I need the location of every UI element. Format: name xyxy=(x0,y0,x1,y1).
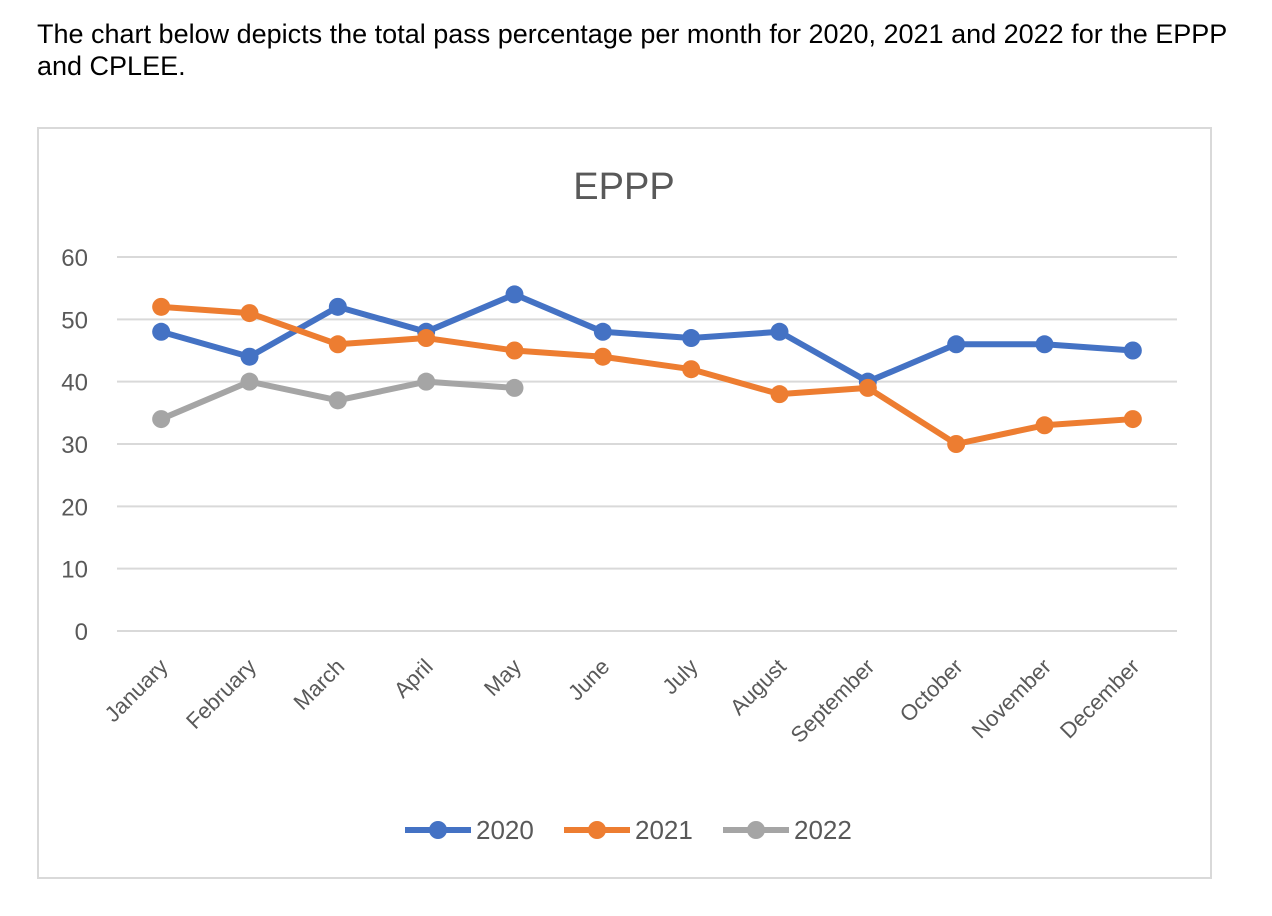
x-axis-ticks: January February March April May June July Augu… xyxy=(100,654,1145,748)
legend-label: 2021 xyxy=(635,815,693,845)
y-tick-label: 50 xyxy=(61,307,88,334)
chart-frame xyxy=(37,127,1212,879)
data-point-2021-november xyxy=(1035,416,1054,435)
x-tick-label: August xyxy=(725,654,791,720)
data-point-2020-june xyxy=(593,322,612,341)
series-2021 xyxy=(152,297,1142,453)
legend-item-2020: 2020 xyxy=(405,815,534,845)
data-point-2020-march xyxy=(328,297,347,316)
x-tick-label: November xyxy=(967,654,1056,743)
x-tick-label: October xyxy=(895,654,968,727)
y-tick-label: 40 xyxy=(61,370,88,397)
series-line-2020 xyxy=(160,291,1134,385)
data-point-2020-november xyxy=(1035,335,1054,354)
data-point-2020-july xyxy=(682,329,701,348)
data-point-2021-december xyxy=(1123,410,1142,429)
data-point-2021-september xyxy=(858,378,877,397)
legend-swatch-marker xyxy=(588,821,606,839)
legend-item-2022: 2022 xyxy=(723,815,852,845)
y-tick-label: 10 xyxy=(61,557,88,584)
legend: 2020 2021 2022 xyxy=(405,815,852,845)
data-point-2021-october xyxy=(947,435,966,453)
data-point-2021-january xyxy=(152,297,171,316)
data-point-2021-february xyxy=(240,304,259,323)
data-point-2020-may xyxy=(505,285,524,304)
x-tick-label: April xyxy=(389,654,438,703)
data-point-2022-february xyxy=(240,372,259,391)
y-axis-ticks: 0 10 20 30 40 50 60 xyxy=(61,245,88,646)
intro-paragraph: The chart below depicts the total pass p… xyxy=(37,19,1227,81)
x-tick-label: February xyxy=(181,654,261,734)
x-tick-label: September xyxy=(786,654,880,748)
data-point-2020-february xyxy=(240,347,259,366)
data-point-2021-june xyxy=(593,347,612,366)
x-tick-label: June xyxy=(563,654,614,705)
x-tick-label: December xyxy=(1055,654,1144,743)
data-point-2022-january xyxy=(152,410,171,429)
x-tick-label: May xyxy=(479,654,526,701)
x-tick-label: March xyxy=(288,654,349,715)
data-point-2021-august xyxy=(770,385,789,404)
series-2020 xyxy=(152,285,1142,391)
legend-swatch-marker xyxy=(429,821,447,839)
series-2022 xyxy=(152,372,524,429)
data-point-2020-october xyxy=(947,335,966,354)
y-tick-label: 0 xyxy=(75,619,88,646)
legend-label: 2020 xyxy=(476,815,534,845)
x-tick-label: July xyxy=(657,654,702,699)
data-point-2020-august xyxy=(770,322,789,341)
data-point-2021-july xyxy=(682,360,701,379)
data-point-2020-december xyxy=(1123,341,1142,360)
legend-swatch-marker xyxy=(747,821,765,839)
data-point-2022-may xyxy=(505,378,524,397)
data-point-2021-may xyxy=(505,341,524,360)
x-tick-label: January xyxy=(100,654,173,727)
data-point-2022-april xyxy=(417,372,436,391)
data-point-2021-april xyxy=(417,329,436,348)
legend-item-2021: 2021 xyxy=(564,815,693,845)
chart-title: EPPP xyxy=(573,166,674,208)
legend-label: 2022 xyxy=(794,815,852,845)
series-lines xyxy=(152,285,1142,453)
y-tick-label: 20 xyxy=(61,494,88,521)
data-point-2021-march xyxy=(328,335,347,354)
y-tick-label: 30 xyxy=(61,432,88,459)
data-point-2020-january xyxy=(152,322,171,341)
gridlines xyxy=(117,256,1177,632)
data-point-2022-march xyxy=(328,391,347,410)
series-line-2021 xyxy=(160,303,1134,447)
y-tick-label: 60 xyxy=(61,245,88,272)
